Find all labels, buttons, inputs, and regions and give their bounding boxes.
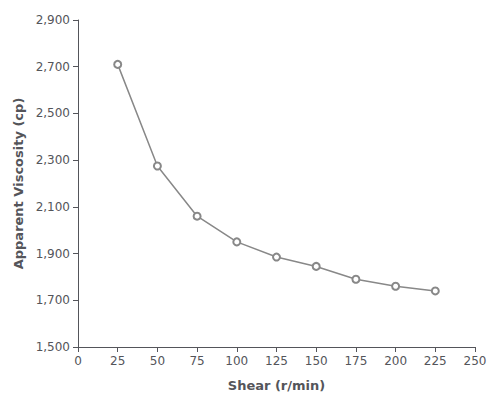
svg-text:150: 150 (305, 354, 328, 368)
svg-text:Shear (r/min): Shear (r/min) (228, 378, 325, 393)
svg-text:125: 125 (265, 354, 288, 368)
svg-text:25: 25 (110, 354, 125, 368)
svg-text:2,500: 2,500 (36, 106, 70, 120)
svg-text:Apparent Viscosity (cp): Apparent Viscosity (cp) (11, 98, 26, 270)
svg-text:2,900: 2,900 (36, 13, 70, 27)
svg-text:0: 0 (74, 354, 82, 368)
svg-text:100: 100 (225, 354, 248, 368)
svg-text:250: 250 (464, 354, 487, 368)
svg-text:1,700: 1,700 (36, 293, 70, 307)
svg-text:175: 175 (344, 354, 367, 368)
svg-text:1,500: 1,500 (36, 340, 70, 354)
svg-text:1,900: 1,900 (36, 247, 70, 261)
svg-text:225: 225 (424, 354, 447, 368)
svg-text:2,100: 2,100 (36, 200, 70, 214)
svg-text:200: 200 (384, 354, 407, 368)
svg-text:2,300: 2,300 (36, 153, 70, 167)
svg-text:75: 75 (189, 354, 204, 368)
svg-text:2,700: 2,700 (36, 60, 70, 74)
svg-text:50: 50 (150, 354, 165, 368)
